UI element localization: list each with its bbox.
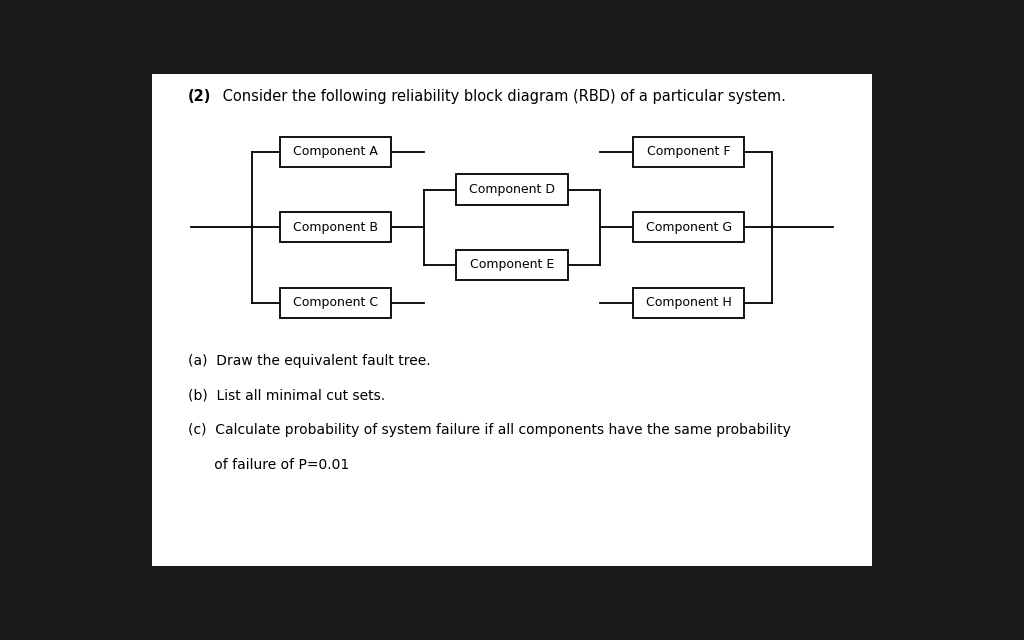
Text: Component G: Component G [645,221,732,234]
FancyBboxPatch shape [633,287,744,317]
FancyBboxPatch shape [280,137,391,167]
Text: Component C: Component C [293,296,378,309]
Text: Component H: Component H [646,296,731,309]
Text: of failure of P=0.01: of failure of P=0.01 [187,458,349,472]
FancyBboxPatch shape [456,250,568,280]
Text: (a)  Draw the equivalent fault tree.: (a) Draw the equivalent fault tree. [187,353,430,367]
Text: (b)  List all minimal cut sets.: (b) List all minimal cut sets. [187,388,385,403]
Text: Component B: Component B [293,221,378,234]
FancyBboxPatch shape [633,137,744,167]
FancyBboxPatch shape [280,287,391,317]
Text: Component F: Component F [647,145,730,158]
FancyBboxPatch shape [456,175,568,205]
Text: Component A: Component A [293,145,378,158]
Text: (c)  Calculate probability of system failure if all components have the same pro: (c) Calculate probability of system fail… [187,423,791,437]
Text: (2): (2) [187,90,211,104]
FancyBboxPatch shape [280,212,391,243]
FancyBboxPatch shape [633,212,744,243]
Text: Component E: Component E [470,259,554,271]
Text: Component D: Component D [469,183,555,196]
Text: Consider the following reliability block diagram (RBD) of a particular system.: Consider the following reliability block… [218,90,785,104]
Bar [152,74,872,566]
